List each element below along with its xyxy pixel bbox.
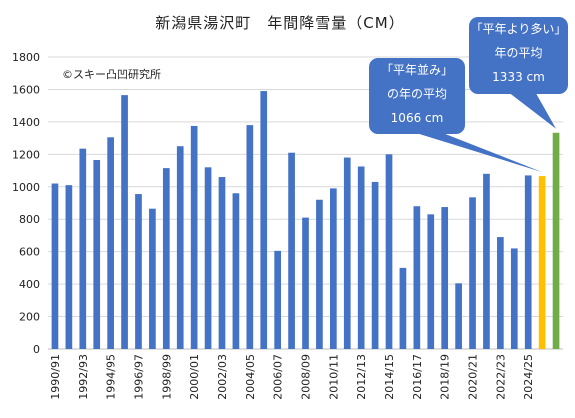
bar-2020/21 (469, 197, 476, 349)
y-tick-label: 800 (19, 213, 40, 226)
x-tick-label: 1994/95 (105, 354, 118, 400)
x-tick-label: 2004/05 (244, 354, 257, 400)
y-tick-label: 1800 (12, 51, 40, 64)
bars (51, 91, 560, 350)
bar-2008/09 (302, 217, 309, 349)
x-tick-label: 2020/21 (467, 354, 480, 400)
bar-2017/18 (427, 214, 435, 349)
callout-above-line2: 年の平均 (494, 46, 543, 60)
x-tick-labels: 1990/91 1992/93 1994/95 1996/97 1998/99 2000/… (49, 354, 535, 400)
bar-2007/08 (288, 152, 295, 349)
callout-normal-pointer (400, 128, 543, 173)
callout-above-line3: 1333 cm (492, 70, 545, 84)
bar-1996/97 (135, 194, 142, 349)
y-tick-label: 0 (33, 343, 40, 356)
bar-1998/99 (162, 168, 170, 349)
bar-2003/04 (232, 193, 240, 349)
y-tick-labels: 0 200 400 600 800 1000 1200 1400 1600 1800 (12, 51, 40, 356)
callout-pointers (400, 88, 557, 173)
bar-2024/25 (524, 175, 532, 349)
x-tick-label: 2014/15 (383, 354, 396, 400)
bar-2010/11 (329, 188, 337, 349)
bar-2023/24 (510, 248, 518, 349)
x-tick-label: 1990/91 (49, 354, 62, 400)
x-tick-label: 1996/97 (132, 354, 145, 400)
bar-2021/22 (483, 173, 490, 349)
y-tick-label: 600 (19, 246, 40, 259)
y-tick-label: 1200 (12, 148, 40, 161)
x-tick-label: 2012/13 (355, 354, 368, 400)
x-tick-label: 2010/11 (327, 354, 340, 400)
y-tick-label: 1400 (12, 116, 40, 129)
bar-2000/01 (190, 125, 198, 349)
bar-1994/95 (107, 137, 114, 349)
bar-平年より多い平均 (552, 132, 560, 349)
callout-normal-line1: 「平年並み」 (380, 63, 453, 77)
x-tick-label: 2000/01 (188, 354, 201, 400)
bar-1997/98 (149, 208, 156, 349)
x-tick-label: 2022/23 (494, 354, 507, 400)
callout-normal-average: 「平年並み」 の年の平均 1066 cm (369, 58, 465, 134)
bar-2015/16 (399, 267, 407, 349)
x-tick-label: 2008/09 (300, 354, 313, 400)
bar-2004/05 (246, 125, 254, 349)
bar-2009/10 (316, 199, 323, 349)
x-tick-label: 2006/07 (272, 354, 285, 400)
bar-1990/91 (51, 183, 59, 349)
callout-normal-line2: の年の平均 (386, 87, 447, 101)
callout-above-pointer (503, 88, 557, 129)
x-tick-label: 2002/03 (216, 354, 229, 400)
y-tick-label: 400 (19, 278, 40, 291)
bar-1992/93 (79, 148, 87, 349)
bar-1999/00 (176, 146, 184, 349)
callout-above-line1: 「平年より多い」 (470, 22, 567, 36)
bar-2016/17 (413, 206, 421, 349)
bar-平年並み平均 (538, 176, 546, 349)
bar-2011/12 (343, 157, 351, 349)
x-tick-label: 2016/17 (411, 354, 424, 400)
y-tick-label: 1000 (12, 181, 40, 194)
bar-1995/96 (121, 95, 128, 349)
chart-title: 新潟県湯沢町 年間降雪量（CM） (155, 14, 405, 32)
bar-2006/07 (274, 250, 282, 349)
bar-1993/94 (93, 160, 101, 349)
x-tick-label: 2018/19 (439, 354, 452, 400)
bar-1991/92 (65, 185, 73, 349)
bar-2019/20 (455, 283, 462, 349)
bar-2012/13 (357, 166, 365, 349)
x-tick-label: 1992/93 (77, 354, 90, 400)
y-tick-label: 200 (19, 311, 40, 324)
bar-2022/23 (497, 237, 504, 349)
bar-2018/19 (441, 207, 449, 349)
bar-2001/02 (204, 167, 212, 349)
x-tick-label: 2024/25 (522, 354, 535, 400)
bar-2014/15 (385, 154, 393, 349)
callout-above-average: 「平年より多い」 年の平均 1333 cm (469, 17, 568, 94)
bar-2005/06 (260, 91, 268, 350)
x-tick-label: 1998/99 (160, 354, 173, 400)
y-tick-label: 1600 (12, 83, 40, 96)
copyright-text: ©スキー凸凹研究所 (62, 68, 161, 81)
bar-2013/14 (371, 181, 379, 349)
callout-normal-line3: 1066 cm (390, 111, 444, 125)
bar-2002/03 (218, 177, 226, 349)
